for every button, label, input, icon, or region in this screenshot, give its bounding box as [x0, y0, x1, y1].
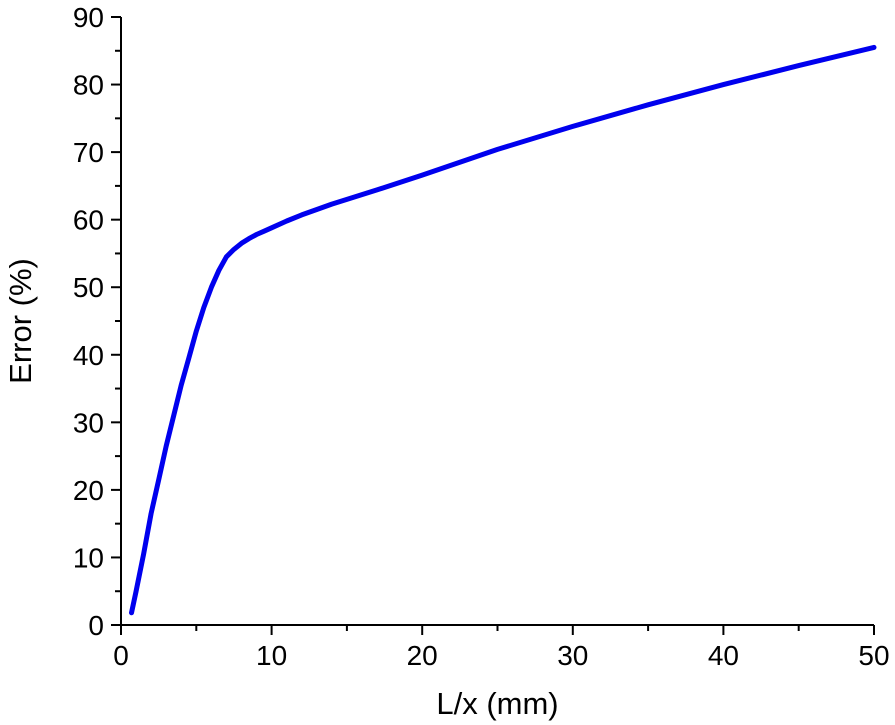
tick-marks — [111, 16, 875, 635]
y-tick-label: 40 — [73, 340, 104, 371]
y-tick-label: 90 — [73, 2, 104, 33]
axes — [120, 17, 874, 626]
y-tick-label: 70 — [73, 137, 104, 168]
y-tick-label: 80 — [73, 70, 104, 101]
x-tick-label: 30 — [557, 640, 588, 671]
y-axis-title: Error (%) — [3, 258, 38, 384]
x-tick-label: 10 — [256, 640, 287, 671]
x-axis-title: L/x (mm) — [436, 686, 558, 721]
x-tick-label: 0 — [113, 640, 129, 671]
tick-labels: 0 10 20 30 40 50 0 10 20 30 40 50 60 70 80 90 — [73, 2, 890, 671]
series-line — [129, 44, 877, 616]
y-tick-label: 10 — [73, 542, 104, 573]
x-tick-label: 20 — [407, 640, 438, 671]
y-tick-label: 0 — [88, 610, 104, 641]
x-tick-label: 40 — [708, 640, 739, 671]
x-tick-label: 50 — [858, 640, 889, 671]
y-tick-label: 50 — [73, 272, 104, 303]
y-tick-label: 20 — [73, 475, 104, 506]
y-tick-label: 30 — [73, 407, 104, 438]
y-tick-label: 60 — [73, 205, 104, 236]
